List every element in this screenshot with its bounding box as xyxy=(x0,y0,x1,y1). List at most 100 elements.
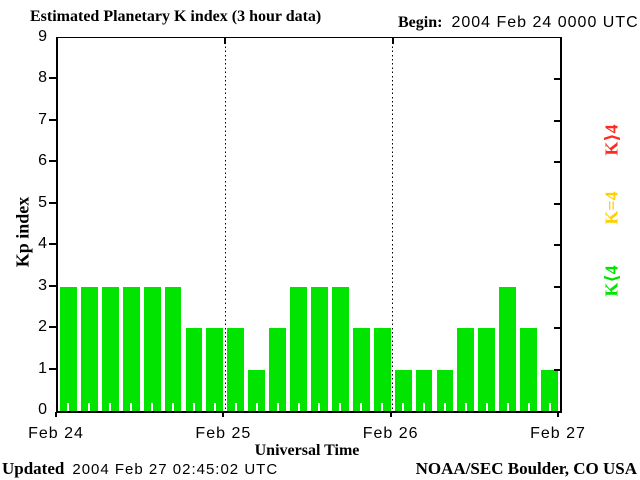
kp-bar xyxy=(206,328,224,411)
y-axis-tick xyxy=(554,327,560,330)
day-tick xyxy=(389,412,392,417)
kp-bar xyxy=(248,369,266,411)
day-tick xyxy=(55,412,57,417)
y-axis-tick xyxy=(554,78,560,81)
bottom-tick-notch xyxy=(443,403,446,411)
day-boundary-gridline xyxy=(392,38,394,411)
kp-bar xyxy=(290,286,307,411)
bottom-tick-notch xyxy=(360,403,363,411)
day-boundary-gridline xyxy=(224,38,226,411)
bottom-tick-notch xyxy=(130,403,133,411)
updated-timestamp: 2004 Feb 27 02:45:02 UTC xyxy=(72,461,279,478)
kp-bar xyxy=(457,328,475,411)
y-axis-tick xyxy=(554,161,560,164)
bottom-tick-notch xyxy=(213,403,216,411)
x-axis-title: Universal Time xyxy=(254,442,360,459)
updated-label: Updated xyxy=(2,459,65,478)
y-axis-label: 6 xyxy=(38,152,48,170)
plot-area xyxy=(56,37,562,413)
bottom-tick-notch xyxy=(423,403,426,411)
y-axis-tick xyxy=(49,118,56,121)
begin-label: Begin: xyxy=(398,14,443,31)
bottom-tick-notch xyxy=(318,403,321,411)
kp-bar xyxy=(541,369,558,411)
y-axis-label: 0 xyxy=(38,401,48,418)
bottom-tick-notch xyxy=(234,403,237,411)
y-axis-tick xyxy=(554,368,560,371)
kp-bar xyxy=(394,369,412,411)
kp-bar xyxy=(269,328,287,411)
kp-bar xyxy=(331,286,349,411)
y-axis-label: 1 xyxy=(38,359,48,377)
y-axis-tick xyxy=(49,243,56,246)
kp-bar xyxy=(227,328,245,411)
kp-bar xyxy=(101,286,119,411)
y-axis-tick xyxy=(49,160,56,163)
kp-bar xyxy=(352,328,370,411)
y-axis-tick xyxy=(49,367,56,370)
source-credit: NOAA/SEC Boulder, CO USA xyxy=(415,459,637,478)
y-axis-tick xyxy=(554,244,560,247)
chart-title: Estimated Planetary K index (3 hour data… xyxy=(30,8,322,25)
y-axis-label: 4 xyxy=(38,235,48,253)
kp-bar xyxy=(520,328,538,411)
bottom-tick-notch xyxy=(276,403,279,411)
y-axis-tick xyxy=(49,201,56,204)
bottom-tick-notch xyxy=(381,403,384,411)
kp-bar xyxy=(373,328,391,411)
kp-bar xyxy=(164,286,182,411)
kp-bar xyxy=(122,286,140,411)
y-axis-tick xyxy=(49,77,56,80)
kp-bar xyxy=(478,328,496,411)
x-axis-label: Feb 25 xyxy=(195,425,252,442)
x-axis-label: Feb 26 xyxy=(362,425,419,442)
bottom-tick-notch xyxy=(339,403,342,411)
bottom-tick-notch xyxy=(255,403,258,411)
y-axis-label: 3 xyxy=(38,276,48,294)
legend-label-Klt4: K⟨4 xyxy=(601,265,622,297)
bottom-tick-notch xyxy=(402,403,405,411)
bottom-tick-notch xyxy=(506,403,509,411)
legend-label-Kgt4: K⟩4 xyxy=(601,124,622,156)
y-axis-tick xyxy=(554,202,560,205)
y-axis-tick xyxy=(554,285,560,288)
begin-line: Begin: 2004 Feb 24 0000 UTC xyxy=(398,14,639,32)
y-axis-label: 7 xyxy=(38,110,48,128)
kp-bar xyxy=(185,328,203,411)
bottom-tick-notch xyxy=(297,403,300,411)
day-boundary-top-tick xyxy=(391,38,394,44)
kp-bar xyxy=(499,286,517,411)
y-axis-tick xyxy=(554,119,560,122)
y-axis-label: 8 xyxy=(38,69,48,87)
day-boundary-top-tick xyxy=(224,38,227,44)
y-axis-tick xyxy=(49,326,56,329)
bottom-tick-notch xyxy=(192,403,195,411)
kp-bar xyxy=(311,286,328,411)
kp-bar xyxy=(436,369,454,411)
bottom-tick-notch xyxy=(527,403,530,411)
kp-bar xyxy=(80,286,98,411)
bottom-tick-notch xyxy=(109,403,112,411)
kp-bar xyxy=(60,286,77,411)
kp-bar xyxy=(415,369,433,411)
bottom-tick-notch xyxy=(464,403,467,411)
day-tick xyxy=(222,412,225,417)
bottom-tick-notch xyxy=(548,403,551,411)
updated-line: Updated 2004 Feb 27 02:45:02 UTC xyxy=(2,459,278,479)
bottom-tick-notch xyxy=(172,403,175,411)
bottom-tick-notch xyxy=(485,403,488,411)
x-axis-label: Feb 24 xyxy=(28,425,84,442)
day-tick xyxy=(557,412,559,417)
x-axis-label: Feb 27 xyxy=(530,425,586,442)
kp-bar xyxy=(143,286,161,411)
bottom-tick-notch xyxy=(88,403,91,411)
y-axis-label: 2 xyxy=(38,318,48,336)
y-axis-label: 5 xyxy=(38,193,48,211)
bottom-tick-notch xyxy=(151,403,154,411)
bottom-tick-notch xyxy=(67,403,70,411)
y-axis-tick xyxy=(49,284,56,287)
y-axis-label: 9 xyxy=(38,28,48,45)
begin-value: 2004 Feb 24 0000 UTC xyxy=(451,14,639,31)
legend-label-Keq4: K=4 xyxy=(601,191,622,225)
